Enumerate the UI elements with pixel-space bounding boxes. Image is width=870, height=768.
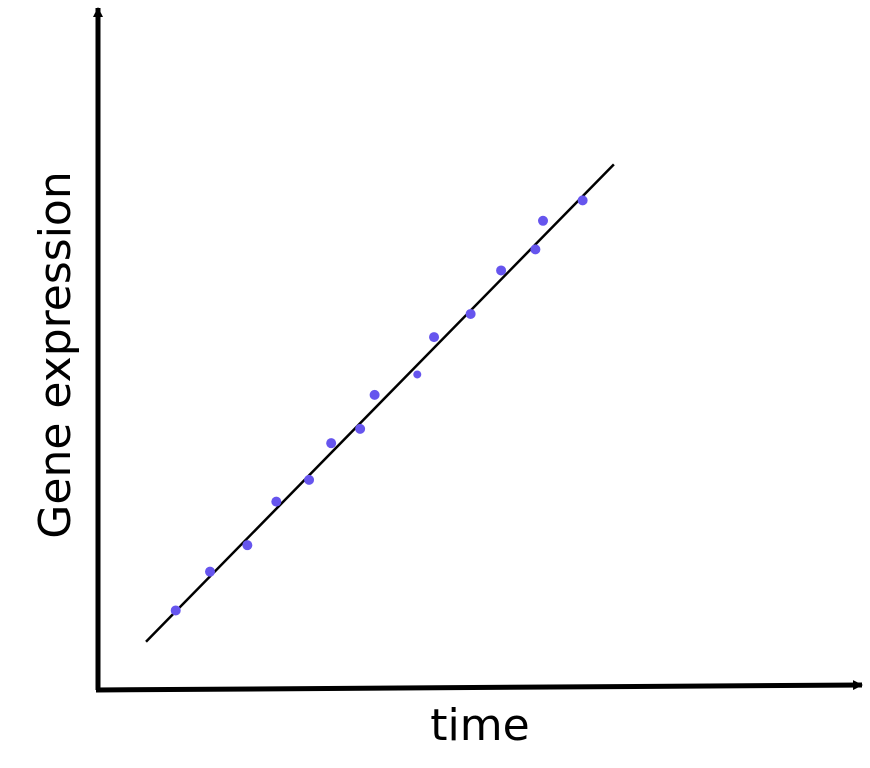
data-point (429, 332, 440, 343)
data-point (205, 566, 216, 577)
data-point (530, 244, 541, 255)
data-point (413, 370, 422, 379)
data-point (170, 605, 181, 616)
data-point (496, 265, 507, 276)
data-point (326, 438, 337, 449)
data-point (538, 215, 549, 226)
data-point (355, 423, 366, 434)
x-axis (95, 680, 863, 693)
data-points (170, 195, 588, 616)
trend-line (145, 163, 615, 643)
y-axis-label: Gene expression (30, 171, 81, 538)
data-point (242, 540, 253, 551)
x-axis-label: time (430, 700, 529, 751)
data-point (369, 389, 380, 400)
data-point (304, 474, 315, 485)
data-point (577, 195, 588, 206)
data-point (271, 496, 282, 507)
data-point (465, 308, 476, 319)
